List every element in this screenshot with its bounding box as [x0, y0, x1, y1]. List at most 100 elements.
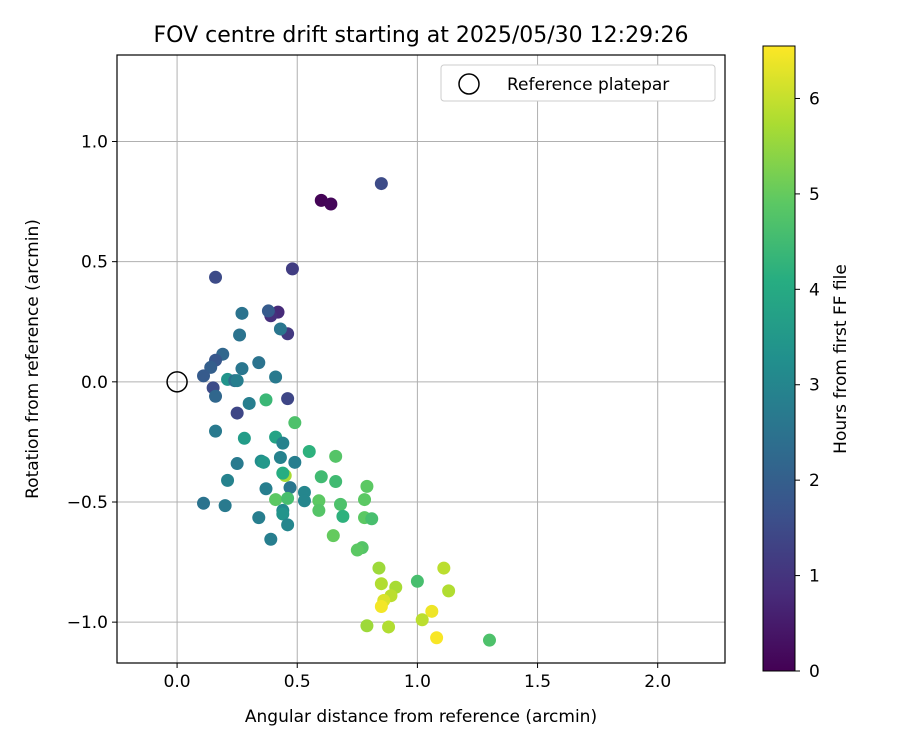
data-point: [264, 532, 278, 546]
data-point: [288, 455, 302, 469]
data-point: [314, 470, 328, 484]
data-point: [372, 561, 386, 575]
data-point: [442, 584, 456, 598]
colorbar-tick-label: 1: [809, 567, 820, 587]
data-point: [324, 197, 338, 211]
x-tick-label: 0.5: [284, 672, 311, 692]
legend-label: Reference platepar: [507, 75, 669, 95]
plot-frame: [116, 54, 726, 664]
x-tick-label: 0.0: [164, 672, 191, 692]
data-point: [261, 304, 275, 318]
grid-lines: [117, 55, 725, 663]
data-point: [329, 475, 343, 489]
chart-title: FOV centre drift starting at 2025/05/30 …: [154, 23, 689, 48]
data-point: [276, 436, 290, 450]
data-point: [360, 619, 374, 633]
data-point: [197, 369, 211, 383]
data-point: [269, 370, 283, 384]
data-points: [166, 177, 496, 647]
reference-platepar-marker: [166, 371, 188, 393]
data-point: [218, 499, 232, 513]
y-tick-label: 0.0: [81, 373, 108, 393]
data-point: [288, 416, 302, 430]
x-axis-label: Angular distance from reference (arcmin): [245, 707, 597, 727]
data-point: [276, 466, 290, 480]
data-point: [230, 374, 244, 388]
data-point: [230, 406, 244, 420]
data-point: [350, 543, 364, 557]
data-point: [209, 270, 223, 284]
data-point: [285, 262, 299, 276]
data-point: [230, 457, 244, 471]
data-point: [237, 431, 251, 445]
data-point: [257, 455, 271, 469]
data-point: [374, 600, 388, 614]
x-tick-label: 2.0: [644, 672, 671, 692]
data-point: [281, 392, 295, 406]
data-point: [242, 396, 256, 410]
data-point: [312, 503, 326, 517]
data-point: [297, 494, 311, 508]
legend-reference-marker: [458, 73, 480, 95]
data-point: [273, 451, 287, 465]
data-point: [360, 479, 374, 493]
data-point: [252, 356, 266, 370]
data-point: [235, 306, 249, 320]
data-point: [382, 620, 396, 634]
y-tick-label: −0.5: [67, 493, 108, 513]
colorbar-tick-label: 6: [809, 89, 820, 109]
y-axis-label: Rotation from reference (arcmin): [23, 219, 43, 499]
y-tick-label: 1.0: [81, 133, 108, 153]
data-point: [326, 529, 340, 543]
colorbar-tick-label: 5: [809, 185, 820, 205]
data-point: [276, 507, 290, 521]
data-point: [358, 493, 372, 507]
colorbar-tick-label: 3: [809, 376, 820, 396]
data-point: [209, 424, 223, 438]
y-tick-label: 0.5: [81, 253, 108, 273]
data-point: [281, 491, 295, 505]
y-tick-label: −1.0: [67, 613, 108, 633]
data-point: [333, 497, 347, 511]
data-point: [209, 389, 223, 403]
colorbar: 0 1 2 3 4 5 6 Hours from first FF file: [762, 45, 851, 682]
data-point: [415, 613, 429, 627]
data-point: [365, 512, 379, 526]
data-point: [259, 482, 273, 496]
legend: Reference platepar: [440, 64, 716, 102]
x-tick-label: 1.0: [404, 672, 431, 692]
colorbar-tick-label: 2: [809, 471, 820, 491]
data-point: [283, 481, 297, 495]
data-point: [312, 494, 326, 508]
data-point: [329, 449, 343, 463]
colorbar-label: Hours from first FF file: [831, 264, 851, 454]
data-point: [197, 496, 211, 510]
y-axis-ticks: 1.0 0.5 0.0 −0.5 −1.0: [67, 133, 117, 633]
colorbar-tick-label: 0: [809, 662, 820, 682]
data-point: [204, 360, 218, 374]
data-point: [281, 518, 295, 532]
legend-box: [440, 64, 716, 102]
data-point: [259, 393, 273, 407]
data-point: [437, 561, 451, 575]
data-point: [336, 509, 350, 523]
colorbar-tick-label: 4: [809, 280, 820, 300]
data-point: [221, 473, 235, 487]
data-point: [430, 631, 444, 645]
data-point: [233, 328, 247, 342]
colorbar-ticks: 0 1 2 3 4 5 6: [795, 89, 820, 682]
colorbar-gradient: [762, 45, 796, 672]
data-point: [425, 604, 439, 618]
data-point: [269, 493, 283, 507]
x-axis-ticks: 0.0 0.5 1.0 1.5 2.0: [164, 663, 671, 692]
x-tick-label: 1.5: [524, 672, 551, 692]
data-point: [273, 322, 287, 336]
data-point: [374, 577, 388, 591]
data-point: [252, 511, 266, 525]
data-point: [302, 445, 316, 459]
data-point: [410, 574, 424, 588]
data-point: [374, 177, 388, 191]
data-point: [235, 362, 249, 376]
data-point: [482, 633, 496, 647]
